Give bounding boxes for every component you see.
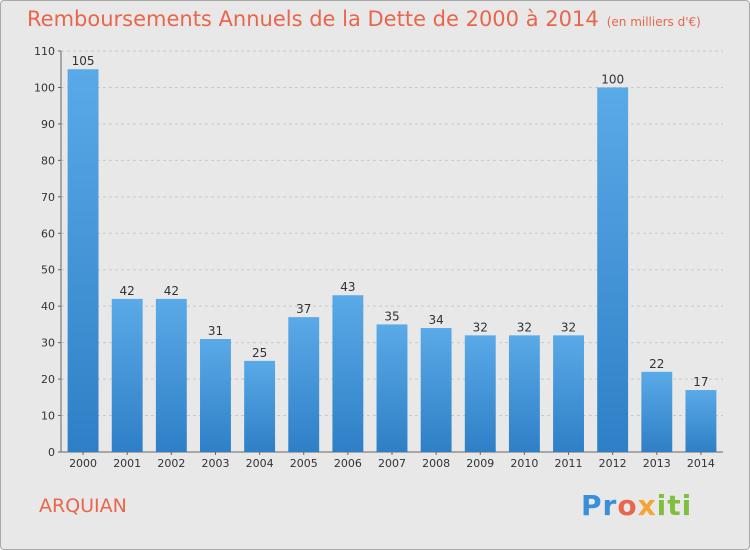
bar bbox=[597, 87, 629, 453]
y-tick-label: 80 bbox=[41, 154, 55, 167]
x-tick-label: 2011 bbox=[555, 457, 583, 470]
proxiti-logo: Proxiti bbox=[581, 489, 692, 522]
bar bbox=[553, 335, 584, 452]
y-tick-label: 110 bbox=[34, 45, 55, 58]
x-tick-label: 2006 bbox=[334, 457, 362, 470]
y-tick-label: 40 bbox=[41, 300, 55, 313]
data-label: 42 bbox=[120, 284, 135, 298]
x-tick-label: 2014 bbox=[687, 457, 715, 470]
data-label: 34 bbox=[428, 313, 443, 327]
title-text: Remboursements Annuels de la Dette de 20… bbox=[27, 7, 599, 31]
y-tick-label: 100 bbox=[34, 81, 55, 94]
y-tick-label: 90 bbox=[41, 118, 55, 131]
bar bbox=[508, 335, 540, 452]
y-tick-label: 20 bbox=[41, 373, 55, 386]
logo-part-1: Pr bbox=[581, 489, 618, 522]
data-label: 25 bbox=[252, 346, 267, 360]
x-tick-label: 2000 bbox=[69, 457, 97, 470]
x-tick-label: 2008 bbox=[422, 457, 450, 470]
bar bbox=[685, 390, 717, 452]
bar bbox=[376, 324, 408, 452]
y-tick-label: 70 bbox=[41, 191, 55, 204]
bar bbox=[641, 371, 673, 452]
y-tick-label: 60 bbox=[41, 227, 55, 240]
bar bbox=[244, 360, 276, 452]
axis-layer: 0 10 20 30 40 50 60 70 80 90 100 110 2000 2001 2002 200… bbox=[34, 45, 723, 470]
bar bbox=[420, 328, 452, 452]
bar bbox=[67, 69, 99, 453]
bar bbox=[155, 298, 187, 452]
x-tick-label: 2009 bbox=[466, 457, 494, 470]
bar bbox=[288, 317, 320, 452]
y-tick-label: 50 bbox=[41, 264, 55, 277]
data-label: 32 bbox=[561, 320, 576, 334]
data-label: 32 bbox=[473, 320, 488, 334]
data-label: 105 bbox=[72, 54, 95, 68]
data-label: 43 bbox=[340, 280, 355, 294]
bar bbox=[111, 298, 143, 452]
data-label: 100 bbox=[601, 72, 624, 86]
logo-part-2: o bbox=[617, 489, 638, 522]
bar bbox=[332, 295, 364, 452]
logo-part-4: iti bbox=[656, 489, 693, 522]
data-label: 31 bbox=[208, 324, 223, 338]
data-label: 17 bbox=[693, 375, 708, 389]
x-tick-label: 2004 bbox=[246, 457, 274, 470]
x-tick-label: 2012 bbox=[599, 457, 627, 470]
title-unit: (en milliers d'€) bbox=[606, 15, 701, 29]
logo-part-3: x bbox=[637, 489, 657, 522]
data-label: 42 bbox=[164, 284, 179, 298]
bar-layer: 105 42 42 31 25 37 43 35 34 32 32 32 100 22 17 bbox=[67, 54, 717, 453]
commune-name: ARQUIAN bbox=[39, 495, 127, 517]
x-tick-label: 2010 bbox=[510, 457, 538, 470]
x-tick-label: 2013 bbox=[643, 457, 671, 470]
data-label: 22 bbox=[649, 357, 664, 371]
x-tick-label: 2005 bbox=[290, 457, 318, 470]
x-tick-label: 2001 bbox=[113, 457, 141, 470]
x-tick-label: 2002 bbox=[157, 457, 185, 470]
x-tick-label: 2003 bbox=[201, 457, 229, 470]
data-label: 35 bbox=[384, 309, 399, 323]
x-tick-label: 2007 bbox=[378, 457, 406, 470]
y-tick-label: 0 bbox=[48, 446, 55, 459]
data-label: 37 bbox=[296, 302, 311, 316]
y-tick-label: 30 bbox=[41, 337, 55, 350]
bar bbox=[200, 338, 231, 452]
chart-title: Remboursements Annuels de la Dette de 20… bbox=[27, 7, 701, 31]
bar bbox=[464, 335, 496, 452]
y-tick-label: 10 bbox=[41, 410, 55, 423]
data-label: 32 bbox=[517, 320, 532, 334]
